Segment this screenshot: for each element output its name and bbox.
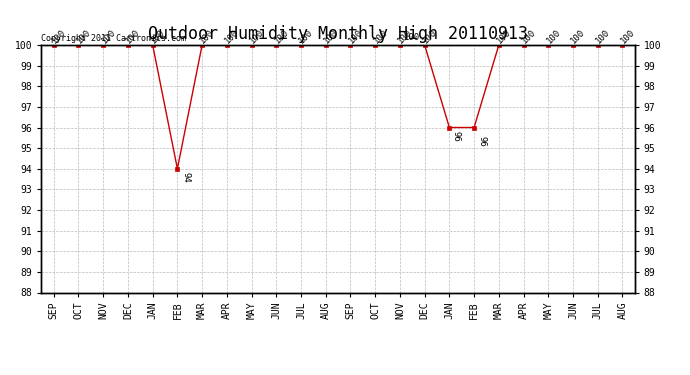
Text: 100: 100 (50, 27, 68, 45)
Text: 100: 100 (99, 27, 117, 45)
Text: 100: 100 (75, 27, 92, 45)
Text: 100: 100 (520, 27, 538, 45)
Text: 100: 100 (149, 27, 167, 45)
Text: 100: 100 (371, 27, 389, 45)
Text: 100: 100 (347, 27, 364, 45)
Text: 100: 100 (544, 27, 562, 45)
Text: Copyright 2011 Cartronics.com: Copyright 2011 Cartronics.com (41, 33, 186, 42)
Text: 100: 100 (297, 27, 315, 45)
Text: 96: 96 (477, 136, 487, 147)
Text: 100: 100 (273, 27, 290, 45)
Text: 96: 96 (452, 130, 461, 141)
Text: 100: 100 (396, 27, 414, 45)
Text: 100: 100 (495, 27, 513, 45)
Text: 100: 100 (569, 27, 587, 45)
Text: 94: 94 (181, 172, 190, 183)
Title: Outdoor Humidity Monthly High 20110913: Outdoor Humidity Monthly High 20110913 (148, 26, 528, 44)
Text: 100: 100 (322, 27, 339, 45)
Text: 100: 100 (594, 27, 612, 45)
Text: 100: 100 (199, 27, 216, 45)
Text: 100: 100 (124, 27, 142, 45)
Text: 100: 100 (248, 27, 266, 45)
Text: 100: 100 (421, 27, 439, 45)
Text: 100: 100 (223, 27, 241, 45)
Text: 100: 100 (404, 33, 420, 42)
Text: 100: 100 (619, 27, 636, 45)
